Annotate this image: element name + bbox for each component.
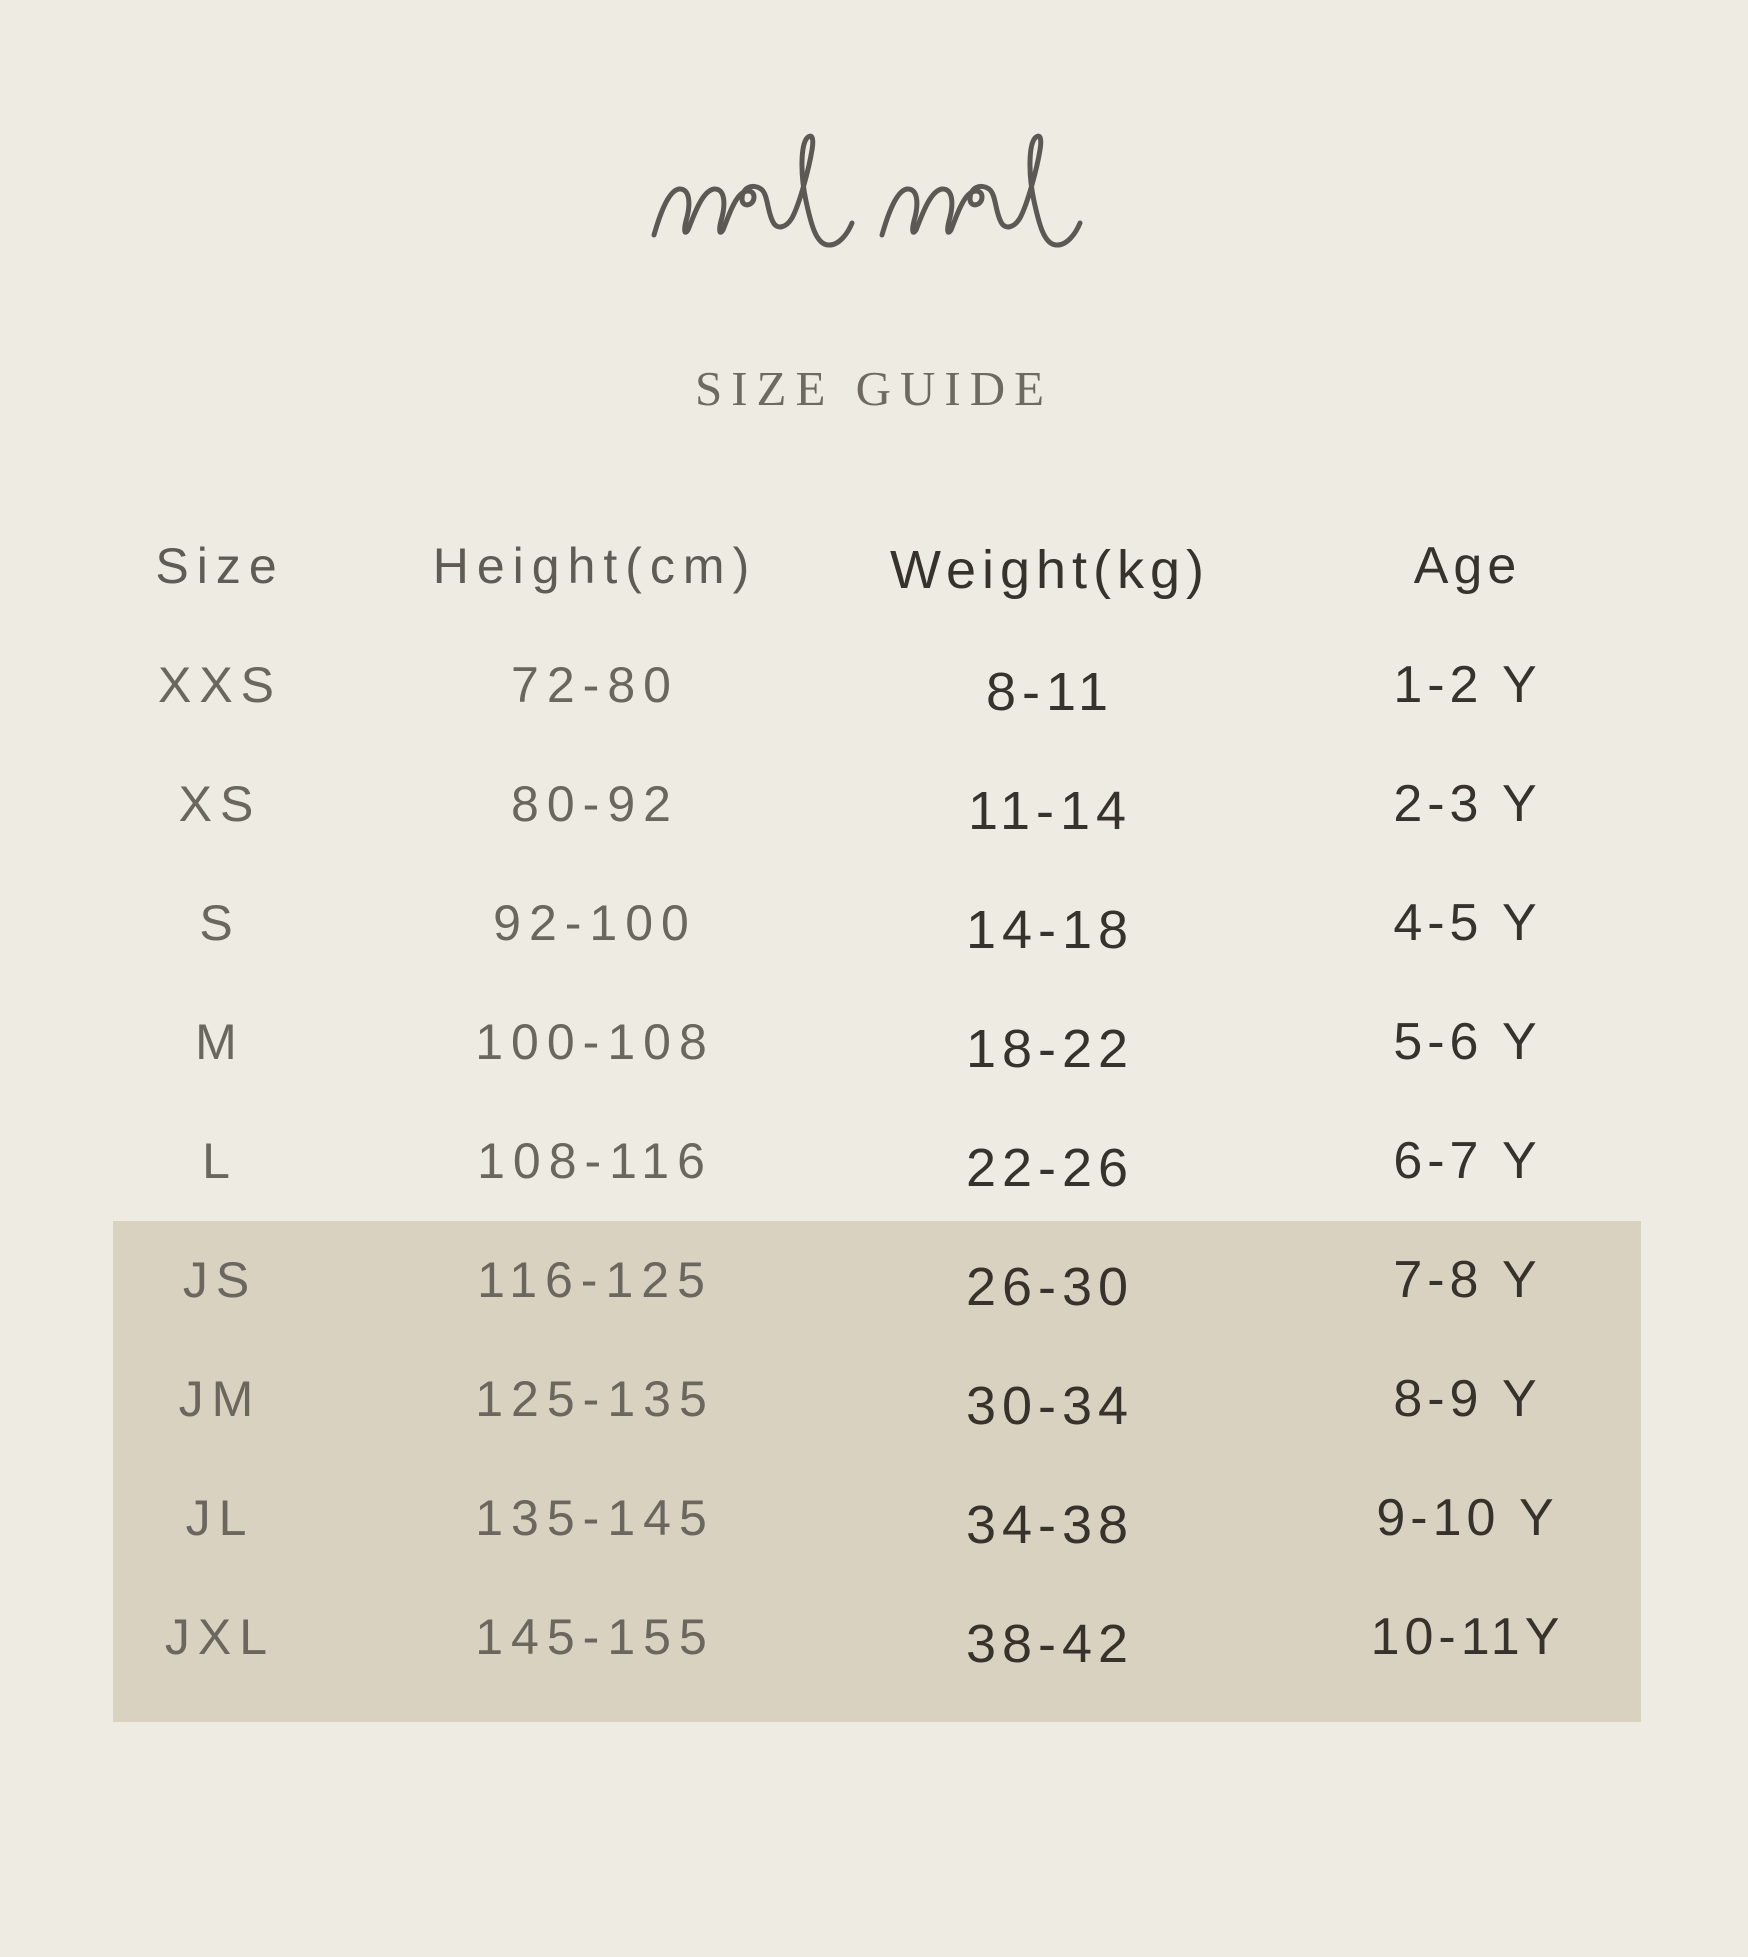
size-cell: JM: [178, 1370, 262, 1427]
height-cell: 116-125: [477, 1251, 713, 1308]
weight-cell: 30-34: [965, 1375, 1135, 1436]
size-table: Size Height(cm) Weight(kg) Age XXS 72-80…: [110, 506, 1640, 1696]
brand-logo: [649, 128, 1099, 269]
column-header-age: Age: [1413, 536, 1522, 595]
age-cell: 10-11Y: [1370, 1607, 1565, 1666]
height-cell: 80-92: [511, 775, 679, 832]
column-header-size: Size: [155, 537, 285, 594]
junior-sizes-highlight: [113, 1221, 1641, 1722]
weight-cell: 26-30: [965, 1256, 1135, 1317]
size-cell: JL: [185, 1489, 255, 1546]
height-cell: 135-145: [475, 1489, 715, 1546]
column-header-weight: Weight(kg): [889, 539, 1211, 600]
height-cell: 108-116: [477, 1132, 713, 1189]
size-cell: M: [195, 1013, 245, 1070]
weight-cell: 22-26: [965, 1137, 1135, 1198]
height-cell: 100-108: [475, 1013, 715, 1070]
weight-cell: 18-22: [965, 1018, 1135, 1079]
size-cell: L: [202, 1132, 238, 1189]
height-cell: 92-100: [493, 894, 697, 951]
size-cell: XXS: [157, 656, 283, 713]
age-cell: 4-5 Y: [1393, 893, 1542, 952]
weight-cell: 34-38: [965, 1494, 1135, 1555]
weight-cell: 14-18: [965, 899, 1135, 960]
melmel-logo-icon: [649, 128, 1099, 269]
age-cell: 6-7 Y: [1393, 1131, 1542, 1190]
height-cell: 145-155: [475, 1608, 715, 1665]
size-cell: JXL: [164, 1608, 276, 1665]
age-cell: 1-2 Y: [1393, 655, 1542, 714]
age-cell: 7-8 Y: [1393, 1250, 1542, 1309]
size-cell: XS: [178, 775, 262, 832]
weight-cell: 11-14: [967, 780, 1133, 841]
height-cell: 125-135: [475, 1370, 715, 1427]
height-cell: 72-80: [511, 656, 679, 713]
size-cell: S: [199, 894, 241, 951]
age-cell: 8-9 Y: [1393, 1369, 1542, 1428]
weight-cell: 8-11: [985, 661, 1115, 722]
size-cell: JS: [182, 1251, 258, 1308]
weight-cell: 38-42: [965, 1613, 1135, 1674]
age-cell: 9-10 Y: [1376, 1488, 1559, 1547]
page-title: SIZE GUIDE: [694, 361, 1054, 416]
column-header-height: Height(cm): [432, 537, 758, 594]
age-cell: 2-3 Y: [1393, 774, 1542, 833]
age-cell: 5-6 Y: [1393, 1012, 1542, 1071]
